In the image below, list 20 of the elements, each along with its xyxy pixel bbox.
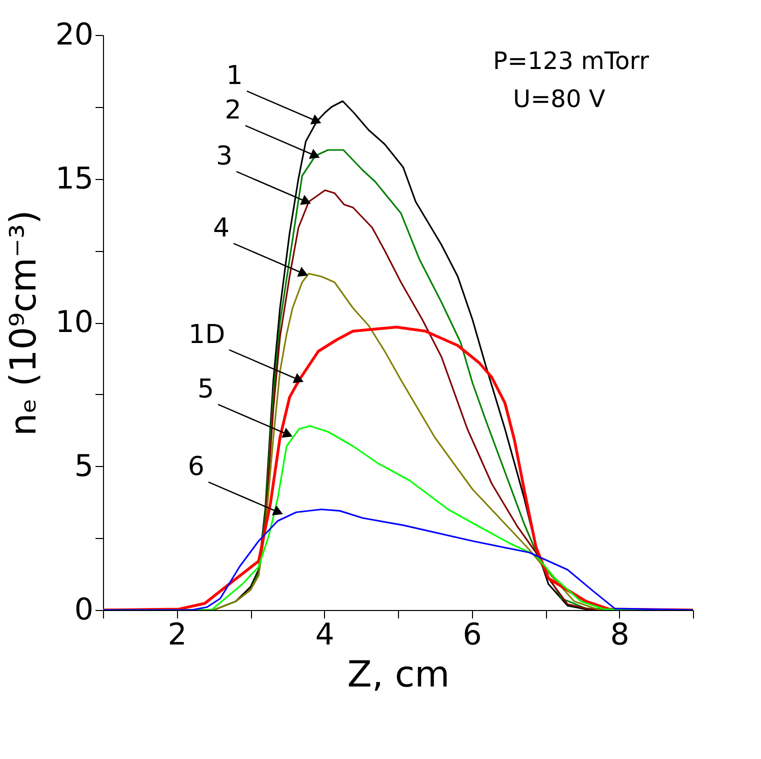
- y-tick-label: 0: [74, 592, 94, 628]
- annotation: 1D: [188, 320, 226, 350]
- x-tick-label: 6: [462, 618, 482, 652]
- y-tick-label: 15: [55, 161, 94, 196]
- annotation: 3: [216, 142, 232, 172]
- annotation: P=123 mTorr: [493, 47, 650, 75]
- y-axis-title: nₑ (10⁹cm⁻³): [3, 210, 44, 436]
- y-tick-label: 20: [55, 18, 94, 52]
- annotation: U=80 V: [513, 85, 606, 113]
- y-tick-label: 10: [55, 305, 94, 340]
- x-tick-label: 4: [315, 618, 334, 652]
- annotation: 6: [188, 452, 204, 482]
- annotation: 5: [198, 374, 214, 404]
- y-tick-label: 5: [74, 448, 94, 484]
- x-tick-label: 8: [610, 618, 630, 652]
- x-tick-label: 2: [168, 618, 187, 652]
- annotation: 2: [224, 96, 242, 126]
- annotation: 4: [212, 213, 230, 244]
- annotation: 1: [226, 61, 243, 92]
- x-axis-title: Z, cm: [347, 654, 450, 696]
